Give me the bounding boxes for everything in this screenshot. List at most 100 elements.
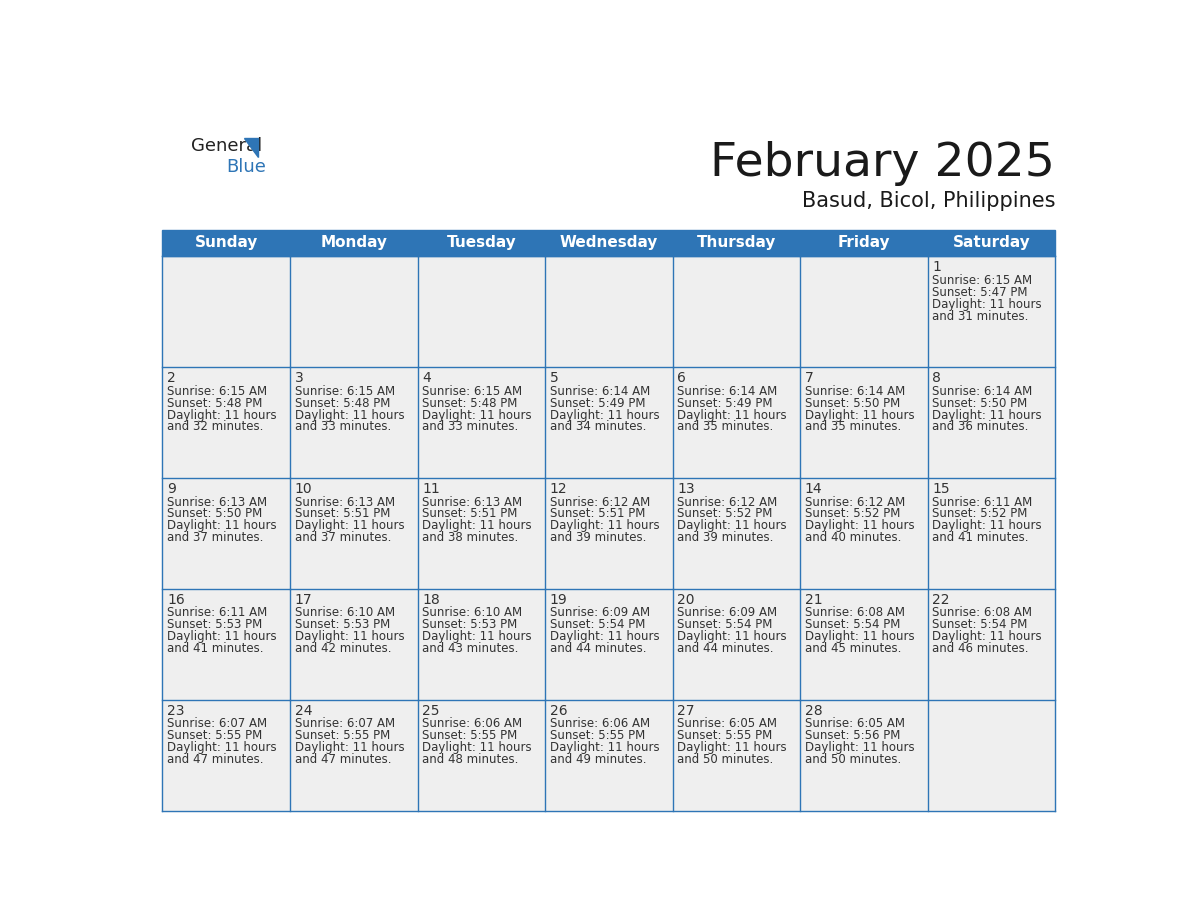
- Text: Sunset: 5:52 PM: Sunset: 5:52 PM: [677, 508, 772, 521]
- Text: Sunset: 5:54 PM: Sunset: 5:54 PM: [550, 619, 645, 632]
- Bar: [801, 367, 928, 478]
- Text: Sunrise: 6:05 AM: Sunrise: 6:05 AM: [804, 717, 905, 731]
- Text: Sunset: 5:53 PM: Sunset: 5:53 PM: [168, 619, 263, 632]
- Text: Sunset: 5:52 PM: Sunset: 5:52 PM: [933, 508, 1028, 521]
- Text: 27: 27: [677, 704, 695, 718]
- Text: 28: 28: [804, 704, 822, 718]
- Text: Daylight: 11 hours: Daylight: 11 hours: [933, 409, 1042, 421]
- Text: Sunset: 5:50 PM: Sunset: 5:50 PM: [168, 508, 263, 521]
- Text: Sunset: 5:54 PM: Sunset: 5:54 PM: [804, 619, 901, 632]
- Text: and 45 minutes.: and 45 minutes.: [804, 643, 902, 655]
- Text: Sunset: 5:51 PM: Sunset: 5:51 PM: [550, 508, 645, 521]
- Text: Sunrise: 6:12 AM: Sunrise: 6:12 AM: [550, 496, 650, 509]
- Text: and 46 minutes.: and 46 minutes.: [933, 643, 1029, 655]
- Text: Sunset: 5:56 PM: Sunset: 5:56 PM: [804, 729, 901, 743]
- Bar: [672, 367, 801, 478]
- Text: Sunset: 5:48 PM: Sunset: 5:48 PM: [295, 397, 390, 409]
- Text: and 37 minutes.: and 37 minutes.: [295, 532, 391, 544]
- Text: Sunrise: 6:14 AM: Sunrise: 6:14 AM: [550, 385, 650, 397]
- Text: Daylight: 11 hours: Daylight: 11 hours: [677, 409, 786, 421]
- Text: Saturday: Saturday: [953, 236, 1030, 251]
- Text: Basud, Bicol, Philippines: Basud, Bicol, Philippines: [802, 191, 1055, 211]
- Text: and 49 minutes.: and 49 minutes.: [550, 753, 646, 767]
- Text: Sunset: 5:49 PM: Sunset: 5:49 PM: [550, 397, 645, 409]
- Text: Monday: Monday: [321, 236, 387, 251]
- Bar: [417, 589, 545, 700]
- Bar: [545, 589, 672, 700]
- Text: Sunrise: 6:12 AM: Sunrise: 6:12 AM: [677, 496, 777, 509]
- Text: Daylight: 11 hours: Daylight: 11 hours: [168, 741, 277, 755]
- Text: and 35 minutes.: and 35 minutes.: [804, 420, 901, 433]
- Text: 19: 19: [550, 593, 568, 607]
- Text: Sunrise: 6:07 AM: Sunrise: 6:07 AM: [168, 717, 267, 731]
- Bar: [417, 367, 545, 478]
- Bar: [801, 589, 928, 700]
- Text: and 47 minutes.: and 47 minutes.: [168, 753, 264, 767]
- Bar: [163, 367, 290, 478]
- Text: and 39 minutes.: and 39 minutes.: [550, 532, 646, 544]
- Text: Daylight: 11 hours: Daylight: 11 hours: [804, 631, 915, 644]
- Text: Sunrise: 6:12 AM: Sunrise: 6:12 AM: [804, 496, 905, 509]
- Text: Daylight: 11 hours: Daylight: 11 hours: [295, 409, 404, 421]
- Bar: [290, 589, 417, 700]
- Text: and 40 minutes.: and 40 minutes.: [804, 532, 902, 544]
- Bar: [163, 230, 1055, 256]
- Text: and 34 minutes.: and 34 minutes.: [550, 420, 646, 433]
- Text: Sunset: 5:52 PM: Sunset: 5:52 PM: [804, 508, 901, 521]
- Text: Daylight: 11 hours: Daylight: 11 hours: [677, 520, 786, 532]
- Bar: [928, 478, 1055, 589]
- Text: and 41 minutes.: and 41 minutes.: [933, 532, 1029, 544]
- Bar: [163, 478, 290, 589]
- Text: 25: 25: [422, 704, 440, 718]
- Bar: [163, 700, 290, 811]
- Text: Sunrise: 6:07 AM: Sunrise: 6:07 AM: [295, 717, 394, 731]
- Text: 11: 11: [422, 482, 440, 496]
- Text: 18: 18: [422, 593, 440, 607]
- Text: Sunset: 5:54 PM: Sunset: 5:54 PM: [933, 619, 1028, 632]
- Text: 12: 12: [550, 482, 568, 496]
- Bar: [928, 367, 1055, 478]
- Text: Daylight: 11 hours: Daylight: 11 hours: [804, 409, 915, 421]
- Text: Sunset: 5:48 PM: Sunset: 5:48 PM: [168, 397, 263, 409]
- Text: and 43 minutes.: and 43 minutes.: [422, 643, 518, 655]
- Text: Sunrise: 6:14 AM: Sunrise: 6:14 AM: [677, 385, 777, 397]
- Bar: [545, 700, 672, 811]
- Bar: [163, 256, 290, 367]
- Text: Daylight: 11 hours: Daylight: 11 hours: [933, 520, 1042, 532]
- Text: and 44 minutes.: and 44 minutes.: [550, 643, 646, 655]
- Text: Sunset: 5:53 PM: Sunset: 5:53 PM: [422, 619, 518, 632]
- Text: and 35 minutes.: and 35 minutes.: [677, 420, 773, 433]
- Bar: [801, 478, 928, 589]
- Text: and 31 minutes.: and 31 minutes.: [933, 309, 1029, 322]
- Text: and 42 minutes.: and 42 minutes.: [295, 643, 391, 655]
- Text: Daylight: 11 hours: Daylight: 11 hours: [168, 520, 277, 532]
- Text: Daylight: 11 hours: Daylight: 11 hours: [422, 631, 532, 644]
- Text: 16: 16: [168, 593, 185, 607]
- Text: and 39 minutes.: and 39 minutes.: [677, 532, 773, 544]
- Text: Daylight: 11 hours: Daylight: 11 hours: [550, 520, 659, 532]
- Text: and 33 minutes.: and 33 minutes.: [422, 420, 518, 433]
- Text: Sunset: 5:49 PM: Sunset: 5:49 PM: [677, 397, 772, 409]
- Text: 20: 20: [677, 593, 695, 607]
- Text: Sunrise: 6:13 AM: Sunrise: 6:13 AM: [168, 496, 267, 509]
- Text: Sunday: Sunday: [195, 236, 258, 251]
- Text: Sunset: 5:53 PM: Sunset: 5:53 PM: [295, 619, 390, 632]
- Text: 24: 24: [295, 704, 312, 718]
- Text: Daylight: 11 hours: Daylight: 11 hours: [422, 409, 532, 421]
- Text: and 32 minutes.: and 32 minutes.: [168, 420, 264, 433]
- Text: Sunrise: 6:06 AM: Sunrise: 6:06 AM: [550, 717, 650, 731]
- Text: Sunset: 5:50 PM: Sunset: 5:50 PM: [933, 397, 1028, 409]
- Text: Daylight: 11 hours: Daylight: 11 hours: [422, 741, 532, 755]
- Text: 26: 26: [550, 704, 568, 718]
- Text: 21: 21: [804, 593, 822, 607]
- Text: and 41 minutes.: and 41 minutes.: [168, 643, 264, 655]
- Text: Sunset: 5:55 PM: Sunset: 5:55 PM: [295, 729, 390, 743]
- Bar: [672, 256, 801, 367]
- Text: Sunset: 5:55 PM: Sunset: 5:55 PM: [422, 729, 518, 743]
- Text: Sunset: 5:54 PM: Sunset: 5:54 PM: [677, 619, 772, 632]
- Text: Daylight: 11 hours: Daylight: 11 hours: [295, 741, 404, 755]
- Bar: [928, 589, 1055, 700]
- Text: 2: 2: [168, 371, 176, 386]
- Text: Daylight: 11 hours: Daylight: 11 hours: [168, 631, 277, 644]
- Text: General: General: [191, 137, 263, 155]
